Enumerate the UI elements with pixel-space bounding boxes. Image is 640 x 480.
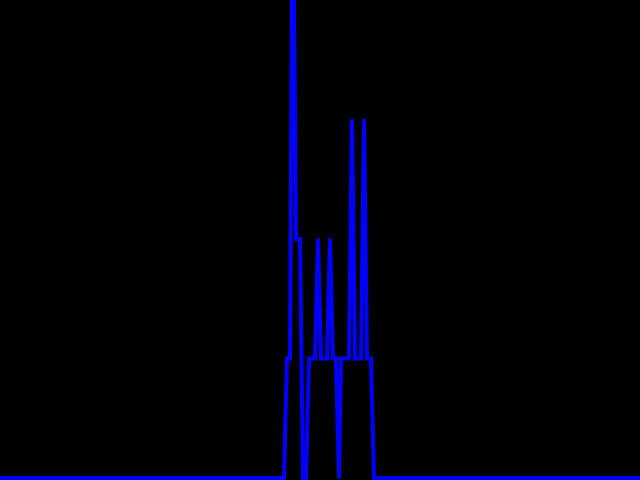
data-point — [340, 357, 342, 360]
data-point — [293, 0, 295, 1]
data-point — [291, 0, 293, 1]
data-point — [373, 477, 375, 479]
data-point — [305, 477, 307, 479]
data-point — [351, 118, 353, 121]
data-point — [329, 238, 331, 240]
data-point — [295, 238, 297, 240]
data-point — [308, 357, 310, 360]
data-point — [289, 357, 291, 360]
data-point — [363, 118, 365, 121]
data-point — [0, 477, 1, 479]
data-point — [302, 477, 304, 479]
data-point — [354, 357, 356, 360]
data-point — [370, 357, 372, 360]
data-point — [317, 238, 319, 240]
data-point — [326, 357, 328, 360]
data-point — [283, 477, 285, 479]
data-point — [314, 357, 316, 360]
data-point — [348, 357, 350, 360]
data-point — [338, 477, 340, 479]
data-point — [335, 357, 337, 360]
data-point — [320, 357, 322, 360]
data-point — [360, 357, 362, 360]
data-point — [299, 238, 301, 240]
data-point — [332, 357, 334, 360]
data-point — [286, 357, 288, 360]
data-point — [366, 357, 368, 360]
